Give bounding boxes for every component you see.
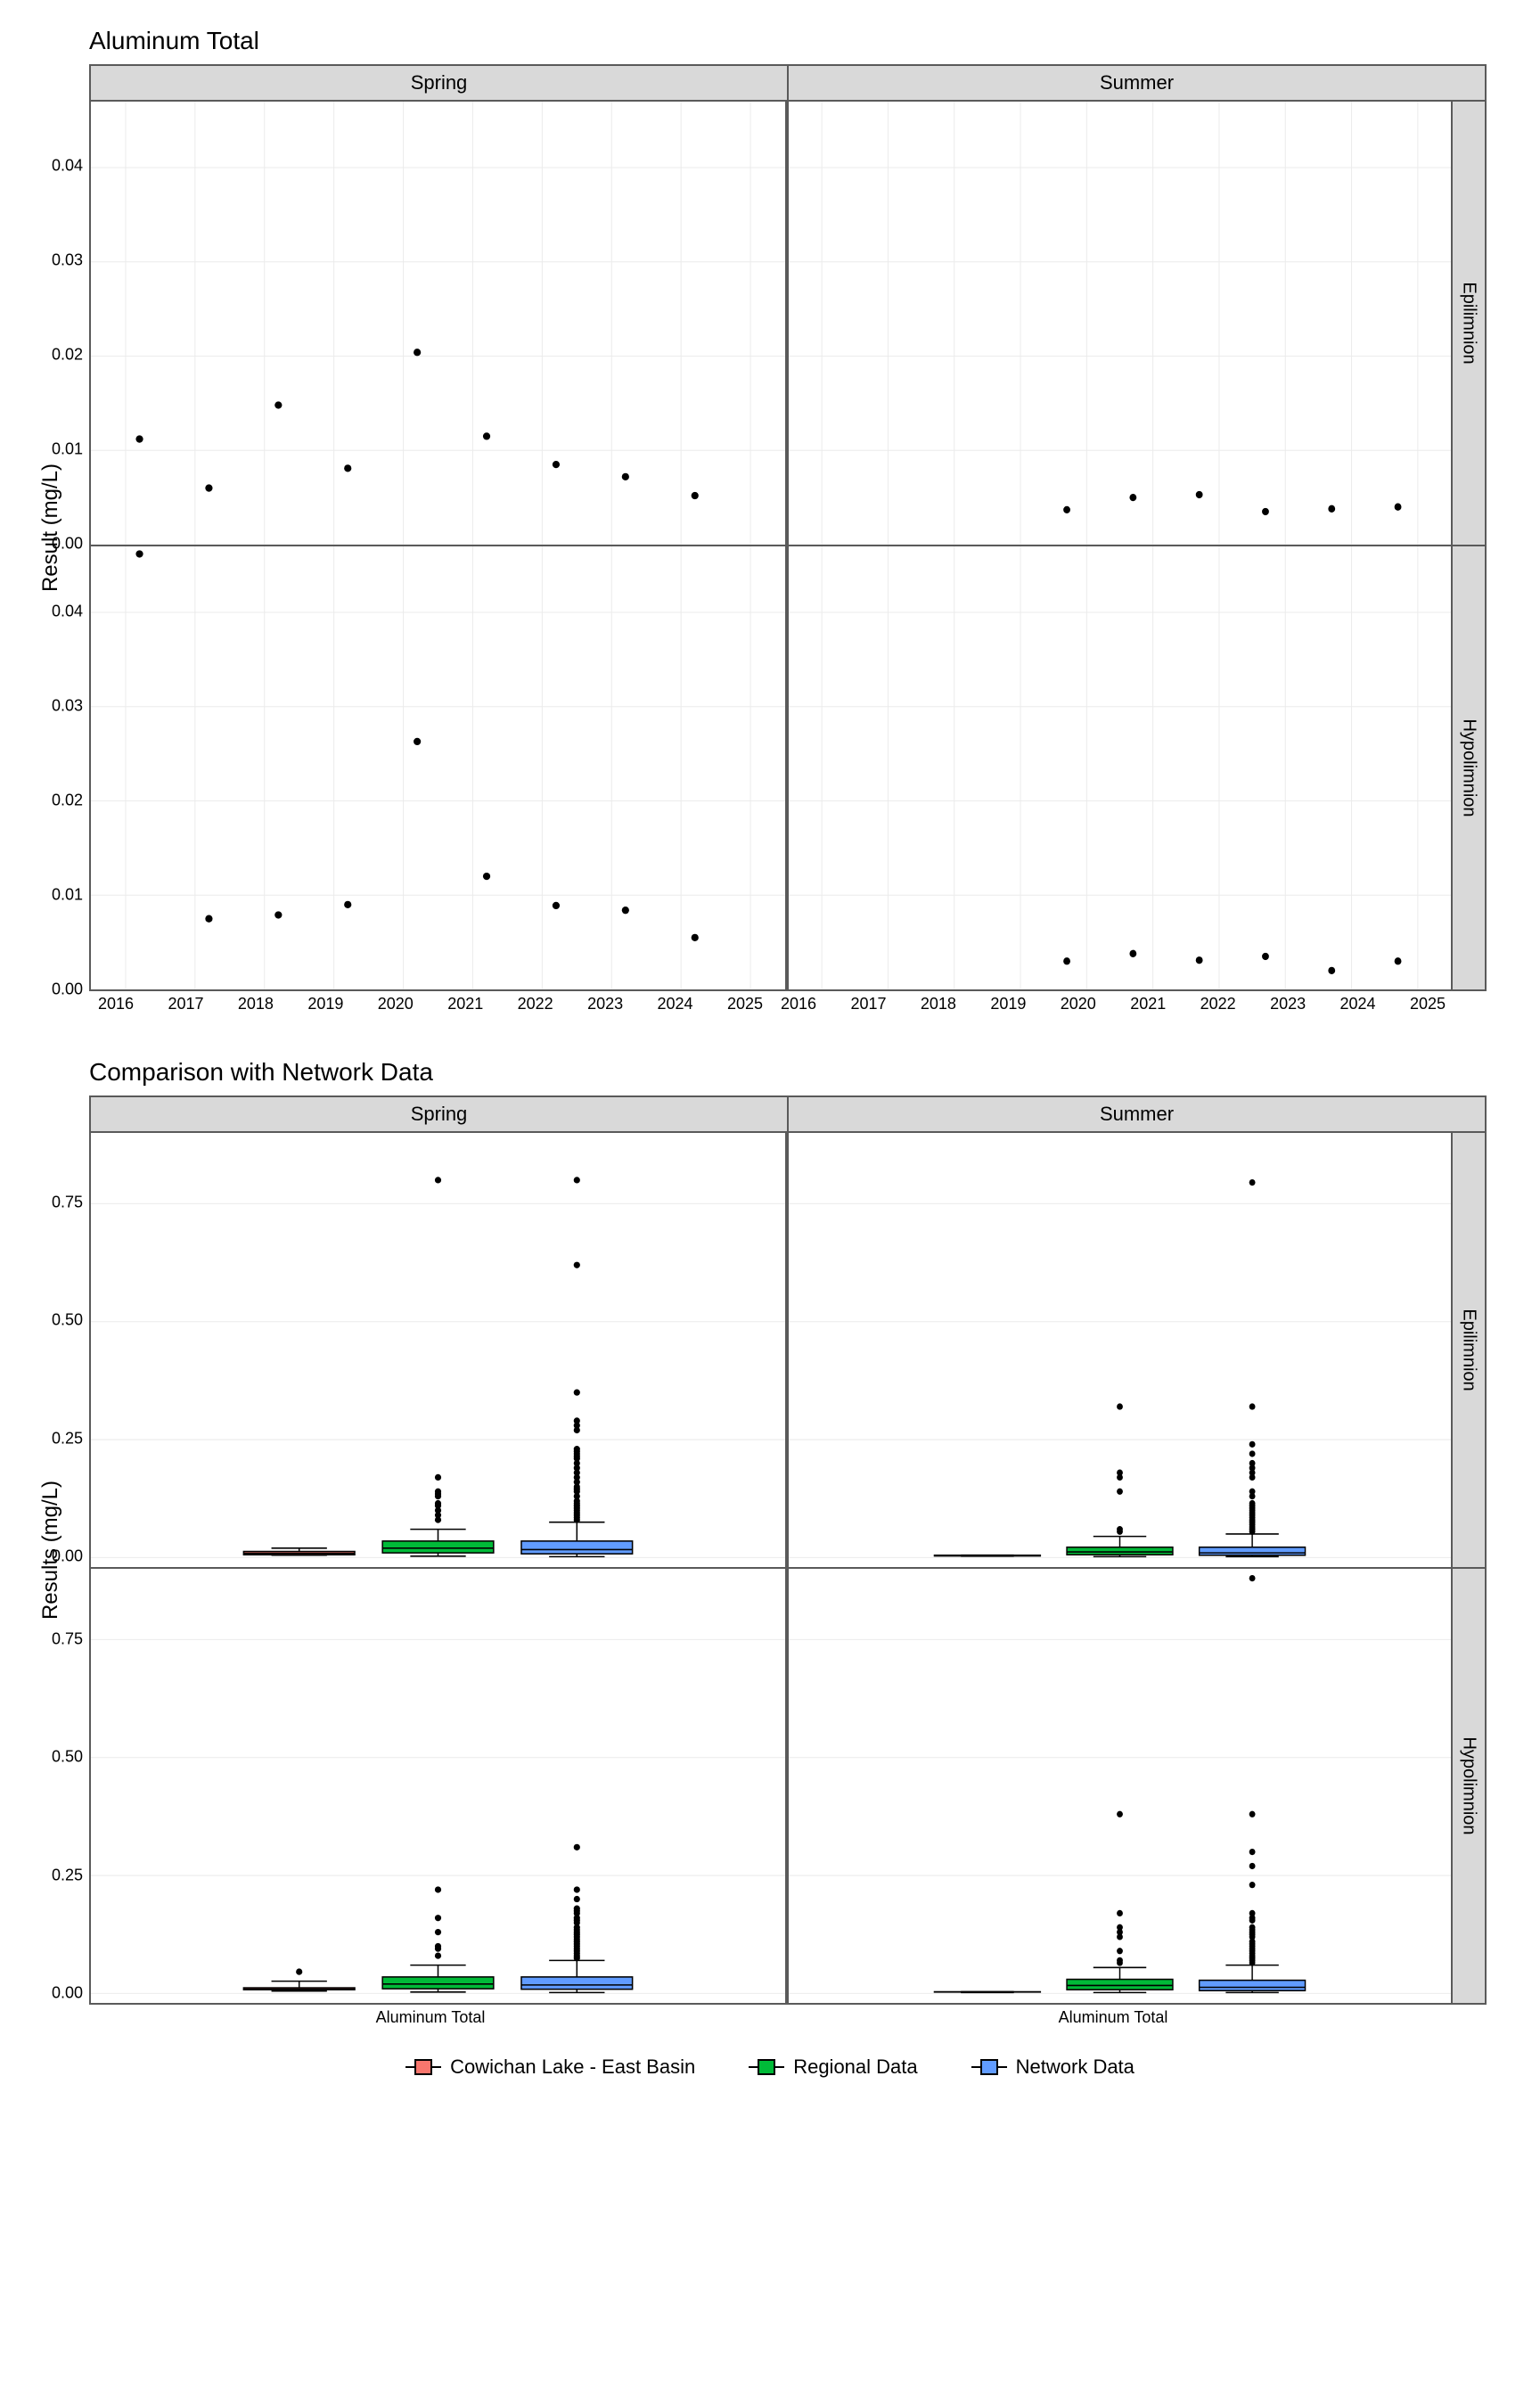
chart1-facets: Result (mg/L) 0.000.010.020.030.04 0.000… [89, 64, 1487, 991]
chart1-col-spring: Spring [91, 66, 789, 989]
legend-label: Cowichan Lake - East Basin [450, 2055, 695, 2079]
legend-label: Network Data [1016, 2055, 1135, 2079]
chart1-xaxis: 2016201720182019202020212022202320242025… [89, 995, 1487, 1013]
chart1-yticks-top: 0.000.010.020.030.04 [46, 100, 86, 544]
legend-key-icon [971, 2054, 1007, 2080]
chart2-facets: Results (mg/L) 0.000.250.500.75 0.000.25… [89, 1095, 1487, 2005]
chart2-yticks-bottom: 0.000.250.500.75 [46, 1568, 86, 2003]
chart2-panel-spring-epi [91, 1133, 787, 1567]
chart1-panel-spring-hypo [91, 546, 787, 989]
chart1-strip-spring: Spring [91, 66, 787, 102]
chart2-strip-epi: Epilimnion [1459, 1309, 1479, 1391]
chart1-panel-summer-epi [789, 102, 1451, 545]
chart2-title: Comparison with Network Data [89, 1058, 1522, 1087]
legend-key-icon [749, 2054, 784, 2080]
chart2-yticks-top: 0.000.250.500.75 [46, 1131, 86, 1566]
chart2-xcat-spring: Aluminum Total [376, 2008, 486, 2027]
chart2-strip-hypo: Hypolimnion [1459, 1736, 1479, 1834]
chart2-xcat-summer: Aluminum Total [1059, 2008, 1168, 2027]
chart1-col-summer: Summer Epilimnion Hypolimnion [789, 66, 1485, 989]
chart2-xaxis: Aluminum Total Aluminum Total [89, 2008, 1487, 2027]
legend-item-cowichan: Cowichan Lake - East Basin [405, 2054, 695, 2080]
legend: Cowichan Lake - East Basin Regional Data… [18, 2054, 1522, 2080]
chart2-panel-spring-hypo [91, 1569, 787, 2003]
chart1-strip-epi: Epilimnion [1459, 282, 1479, 364]
legend-item-network: Network Data [971, 2054, 1135, 2080]
chart2-strip-spring: Spring [91, 1097, 787, 1133]
chart2-strip-summer: Summer [789, 1097, 1485, 1133]
chart1-strip-summer: Summer [789, 66, 1485, 102]
chart1-yticks-bottom: 0.000.010.020.030.04 [46, 546, 86, 989]
legend-label: Regional Data [793, 2055, 917, 2079]
chart1-strip-hypo: Hypolimnion [1459, 718, 1479, 816]
chart2-panel-summer-hypo [789, 1569, 1451, 2003]
chart1-panel-summer-hypo [789, 546, 1451, 989]
chart2-col-summer: Summer Epilimnion Hypolimnion [789, 1097, 1485, 2003]
legend-item-regional: Regional Data [749, 2054, 917, 2080]
chart1-title: Aluminum Total [89, 27, 1522, 55]
chart2-panel-summer-epi [789, 1133, 1451, 1567]
chart2-col-spring: Spring [91, 1097, 789, 2003]
legend-key-icon [405, 2054, 441, 2080]
chart1-panel-spring-epi [91, 102, 787, 545]
